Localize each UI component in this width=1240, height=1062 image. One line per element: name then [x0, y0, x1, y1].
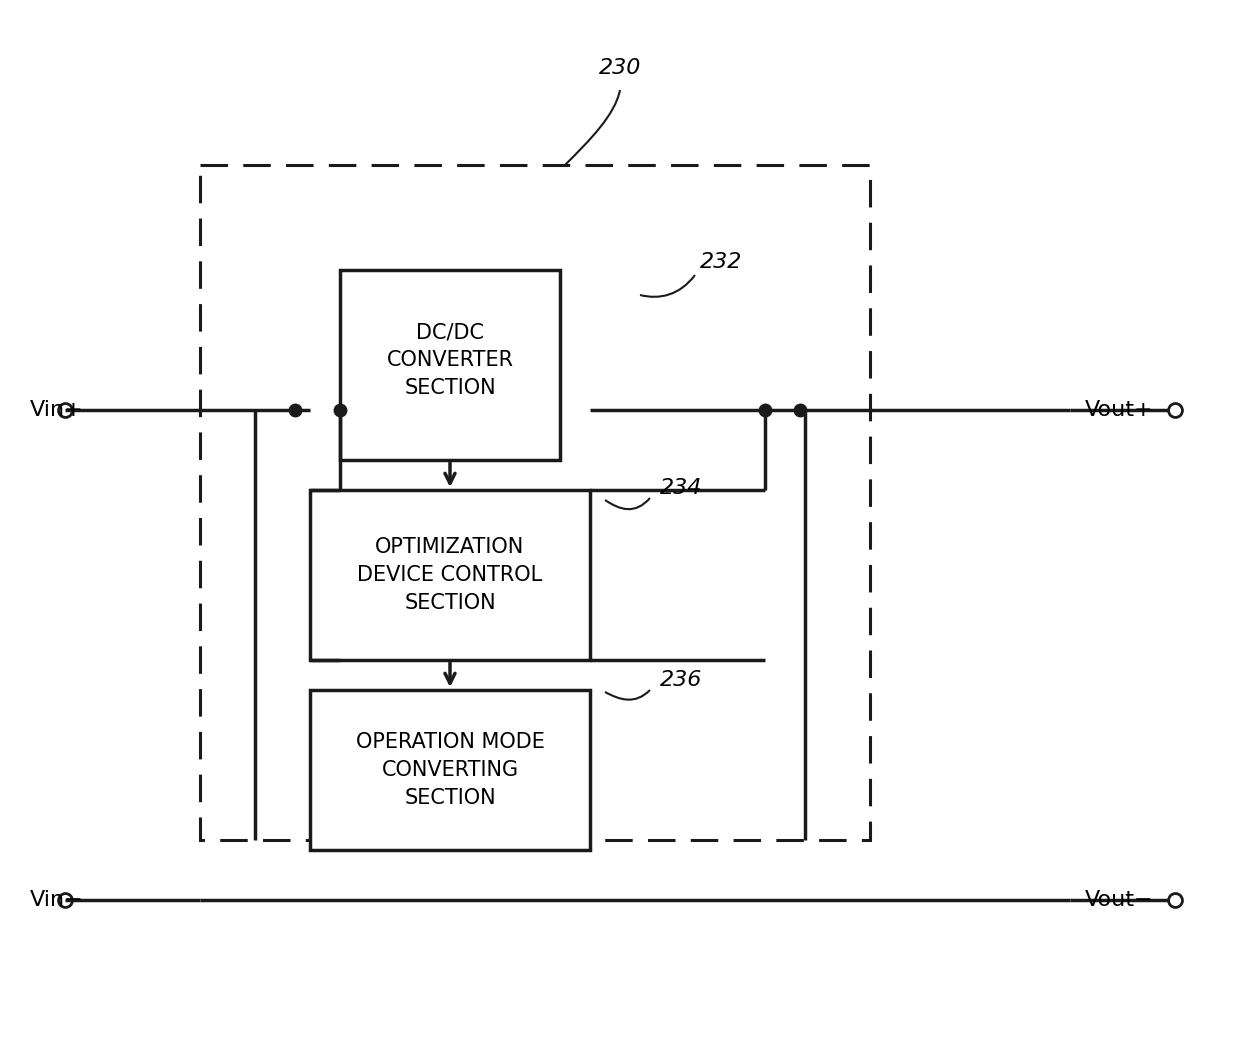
Text: Vin+: Vin+ — [30, 400, 84, 419]
Text: Vout−: Vout− — [1085, 890, 1153, 910]
Text: 230: 230 — [599, 58, 641, 78]
Text: Vout+: Vout+ — [1085, 400, 1153, 419]
Text: OPERATION MODE
CONVERTING
SECTION: OPERATION MODE CONVERTING SECTION — [356, 732, 544, 808]
Bar — [340, 270, 560, 460]
Text: Vin−: Vin− — [30, 890, 84, 910]
Bar — [310, 490, 590, 660]
Text: OPTIMIZATION
DEVICE CONTROL
SECTION: OPTIMIZATION DEVICE CONTROL SECTION — [357, 537, 543, 613]
Text: DC/DC
CONVERTER
SECTION: DC/DC CONVERTER SECTION — [387, 322, 513, 398]
Text: 234: 234 — [660, 478, 702, 498]
Bar — [310, 690, 590, 850]
Text: 236: 236 — [660, 670, 702, 690]
Text: 232: 232 — [701, 252, 743, 272]
Bar — [200, 165, 870, 840]
